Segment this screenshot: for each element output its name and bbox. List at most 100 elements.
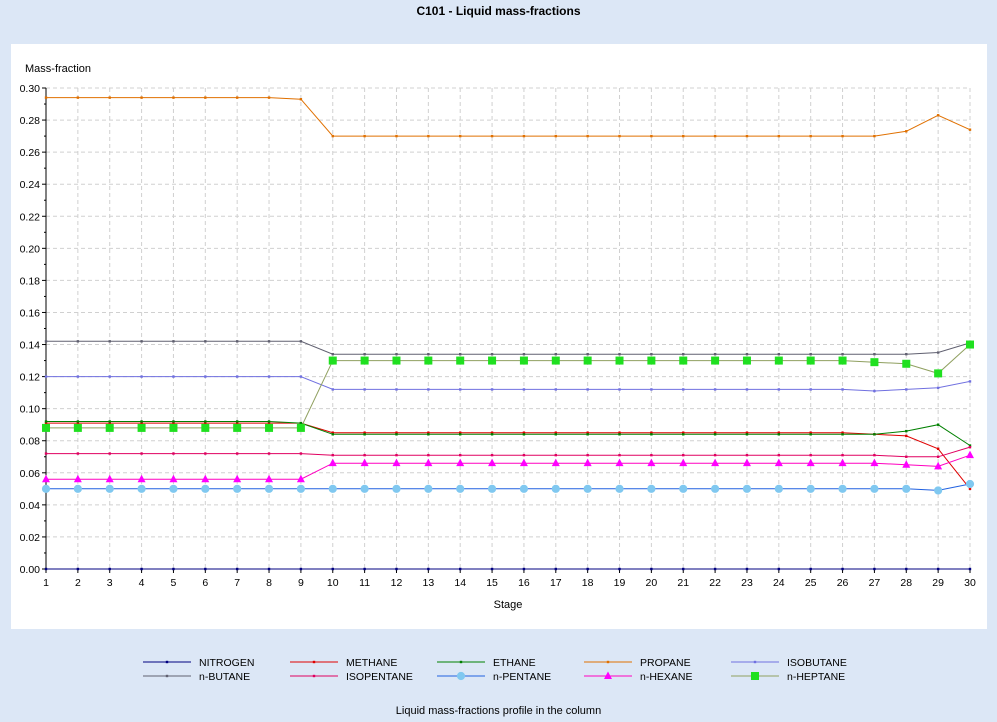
data-point-isopentane <box>809 453 812 457</box>
data-point-n-butane <box>235 340 239 343</box>
data-point-n-pentane <box>965 479 975 489</box>
data-point-isopentane <box>427 453 430 457</box>
x-tick-label: 14 <box>454 577 466 589</box>
data-point-n-pentane <box>41 484 51 493</box>
data-point-n-butane <box>586 352 589 356</box>
data-point-n-pentane <box>169 484 178 493</box>
data-point-n-butane <box>522 352 526 356</box>
data-point-isobutane <box>682 388 685 391</box>
data-point-methane <box>172 421 175 425</box>
data-point-methane <box>554 431 557 434</box>
data-point-n-butane <box>204 340 207 343</box>
data-point-n-hexane <box>902 460 911 468</box>
legend-item-isopentane: ISOPENTANE <box>290 671 413 683</box>
data-point-propane <box>650 134 653 138</box>
data-point-methane <box>586 431 589 434</box>
data-point-ethane <box>905 429 908 433</box>
data-point-n-hexane <box>551 458 560 467</box>
data-point-nitrogen <box>108 567 111 571</box>
data-point-isobutane <box>968 380 972 383</box>
legend-marker <box>753 660 757 664</box>
legend-marker <box>456 671 466 681</box>
series-methane <box>44 421 972 491</box>
data-point-isopentane <box>936 455 940 458</box>
data-point-n-pentane <box>392 484 401 493</box>
data-point-isobutane <box>809 388 812 391</box>
data-point-methane <box>618 431 621 434</box>
data-point-n-heptane <box>328 356 337 365</box>
legend-marker <box>751 672 759 680</box>
data-point-propane <box>873 134 876 138</box>
data-point-propane <box>490 134 494 138</box>
data-point-n-pentane <box>137 484 146 493</box>
data-point-n-pentane <box>328 484 337 493</box>
legend-item-n-butane: n-BUTANE <box>143 671 250 683</box>
series-line-isobutane <box>46 376 971 392</box>
data-point-ethane <box>140 420 143 423</box>
data-point-n-hexane <box>679 458 688 467</box>
data-point-n-hexane <box>615 458 624 467</box>
data-point-n-butane <box>140 340 143 343</box>
data-point-methane <box>395 431 398 434</box>
data-point-n-pentane <box>902 484 911 493</box>
legend-label: ISOPENTANE <box>346 671 413 683</box>
data-point-ethane <box>76 420 80 423</box>
data-point-isobutane <box>140 375 143 378</box>
data-point-n-butane <box>44 340 48 343</box>
data-point-isobutane <box>76 375 80 378</box>
grid-lines <box>45 87 971 570</box>
y-tick-label: 0.16 <box>20 307 41 319</box>
series-propane <box>44 96 972 138</box>
data-point-isobutane <box>713 388 717 391</box>
data-point-isopentane <box>777 453 781 457</box>
data-point-propane <box>299 98 303 101</box>
legend-item-n-hexane: n-HEXANE <box>584 671 693 683</box>
legend-item-isobutane: ISOBUTANE <box>731 657 847 669</box>
data-point-propane <box>44 96 48 99</box>
data-point-n-heptane <box>424 356 433 365</box>
data-point-nitrogen <box>235 567 239 571</box>
data-point-n-butane <box>363 352 366 356</box>
data-point-n-pentane <box>201 484 210 493</box>
data-point-n-pentane <box>742 484 752 493</box>
data-point-nitrogen <box>140 567 143 571</box>
data-point-n-heptane <box>679 356 688 365</box>
data-point-n-butane <box>745 352 749 356</box>
data-point-propane <box>968 128 972 131</box>
legend-label: n-HEXANE <box>640 671 693 683</box>
data-point-methane <box>682 431 685 434</box>
series-line-n-pentane <box>46 483 971 491</box>
data-point-n-butane <box>108 340 111 343</box>
data-point-n-butane <box>459 352 462 356</box>
data-point-ethane <box>873 433 876 436</box>
data-point-n-hexane <box>42 474 50 483</box>
data-point-isobutane <box>936 386 940 390</box>
data-point-n-pentane <box>296 484 305 493</box>
footer-caption: Liquid mass-fractions profile in the col… <box>395 705 602 717</box>
data-point-isopentane <box>44 452 48 455</box>
data-point-isopentane <box>873 453 876 457</box>
data-point-isobutane <box>777 388 781 391</box>
y-tick-label: 0.04 <box>20 500 41 512</box>
data-point-methane <box>968 487 972 491</box>
data-point-nitrogen <box>172 567 175 571</box>
data-point-isopentane <box>841 453 844 457</box>
data-point-n-pentane <box>647 484 656 493</box>
data-point-isopentane <box>522 453 526 457</box>
x-tick-label: 18 <box>582 577 594 589</box>
data-point-propane <box>905 130 908 133</box>
legend-item-propane: PROPANE <box>584 657 691 669</box>
data-point-methane <box>108 421 111 425</box>
y-tick-label: 0.18 <box>20 275 41 287</box>
data-point-methane <box>777 431 781 434</box>
x-tick-label: 6 <box>202 577 208 589</box>
data-point-ethane <box>108 420 111 423</box>
y-tick-label: 0.20 <box>20 243 41 255</box>
data-point-n-hexane <box>392 458 401 467</box>
series-line-n-heptane <box>46 344 971 429</box>
data-point-ethane <box>618 433 621 436</box>
data-point-n-pentane <box>360 484 369 493</box>
data-point-propane <box>172 96 175 99</box>
x-tick-label: 30 <box>964 577 976 589</box>
data-point-n-hexane <box>742 458 751 467</box>
